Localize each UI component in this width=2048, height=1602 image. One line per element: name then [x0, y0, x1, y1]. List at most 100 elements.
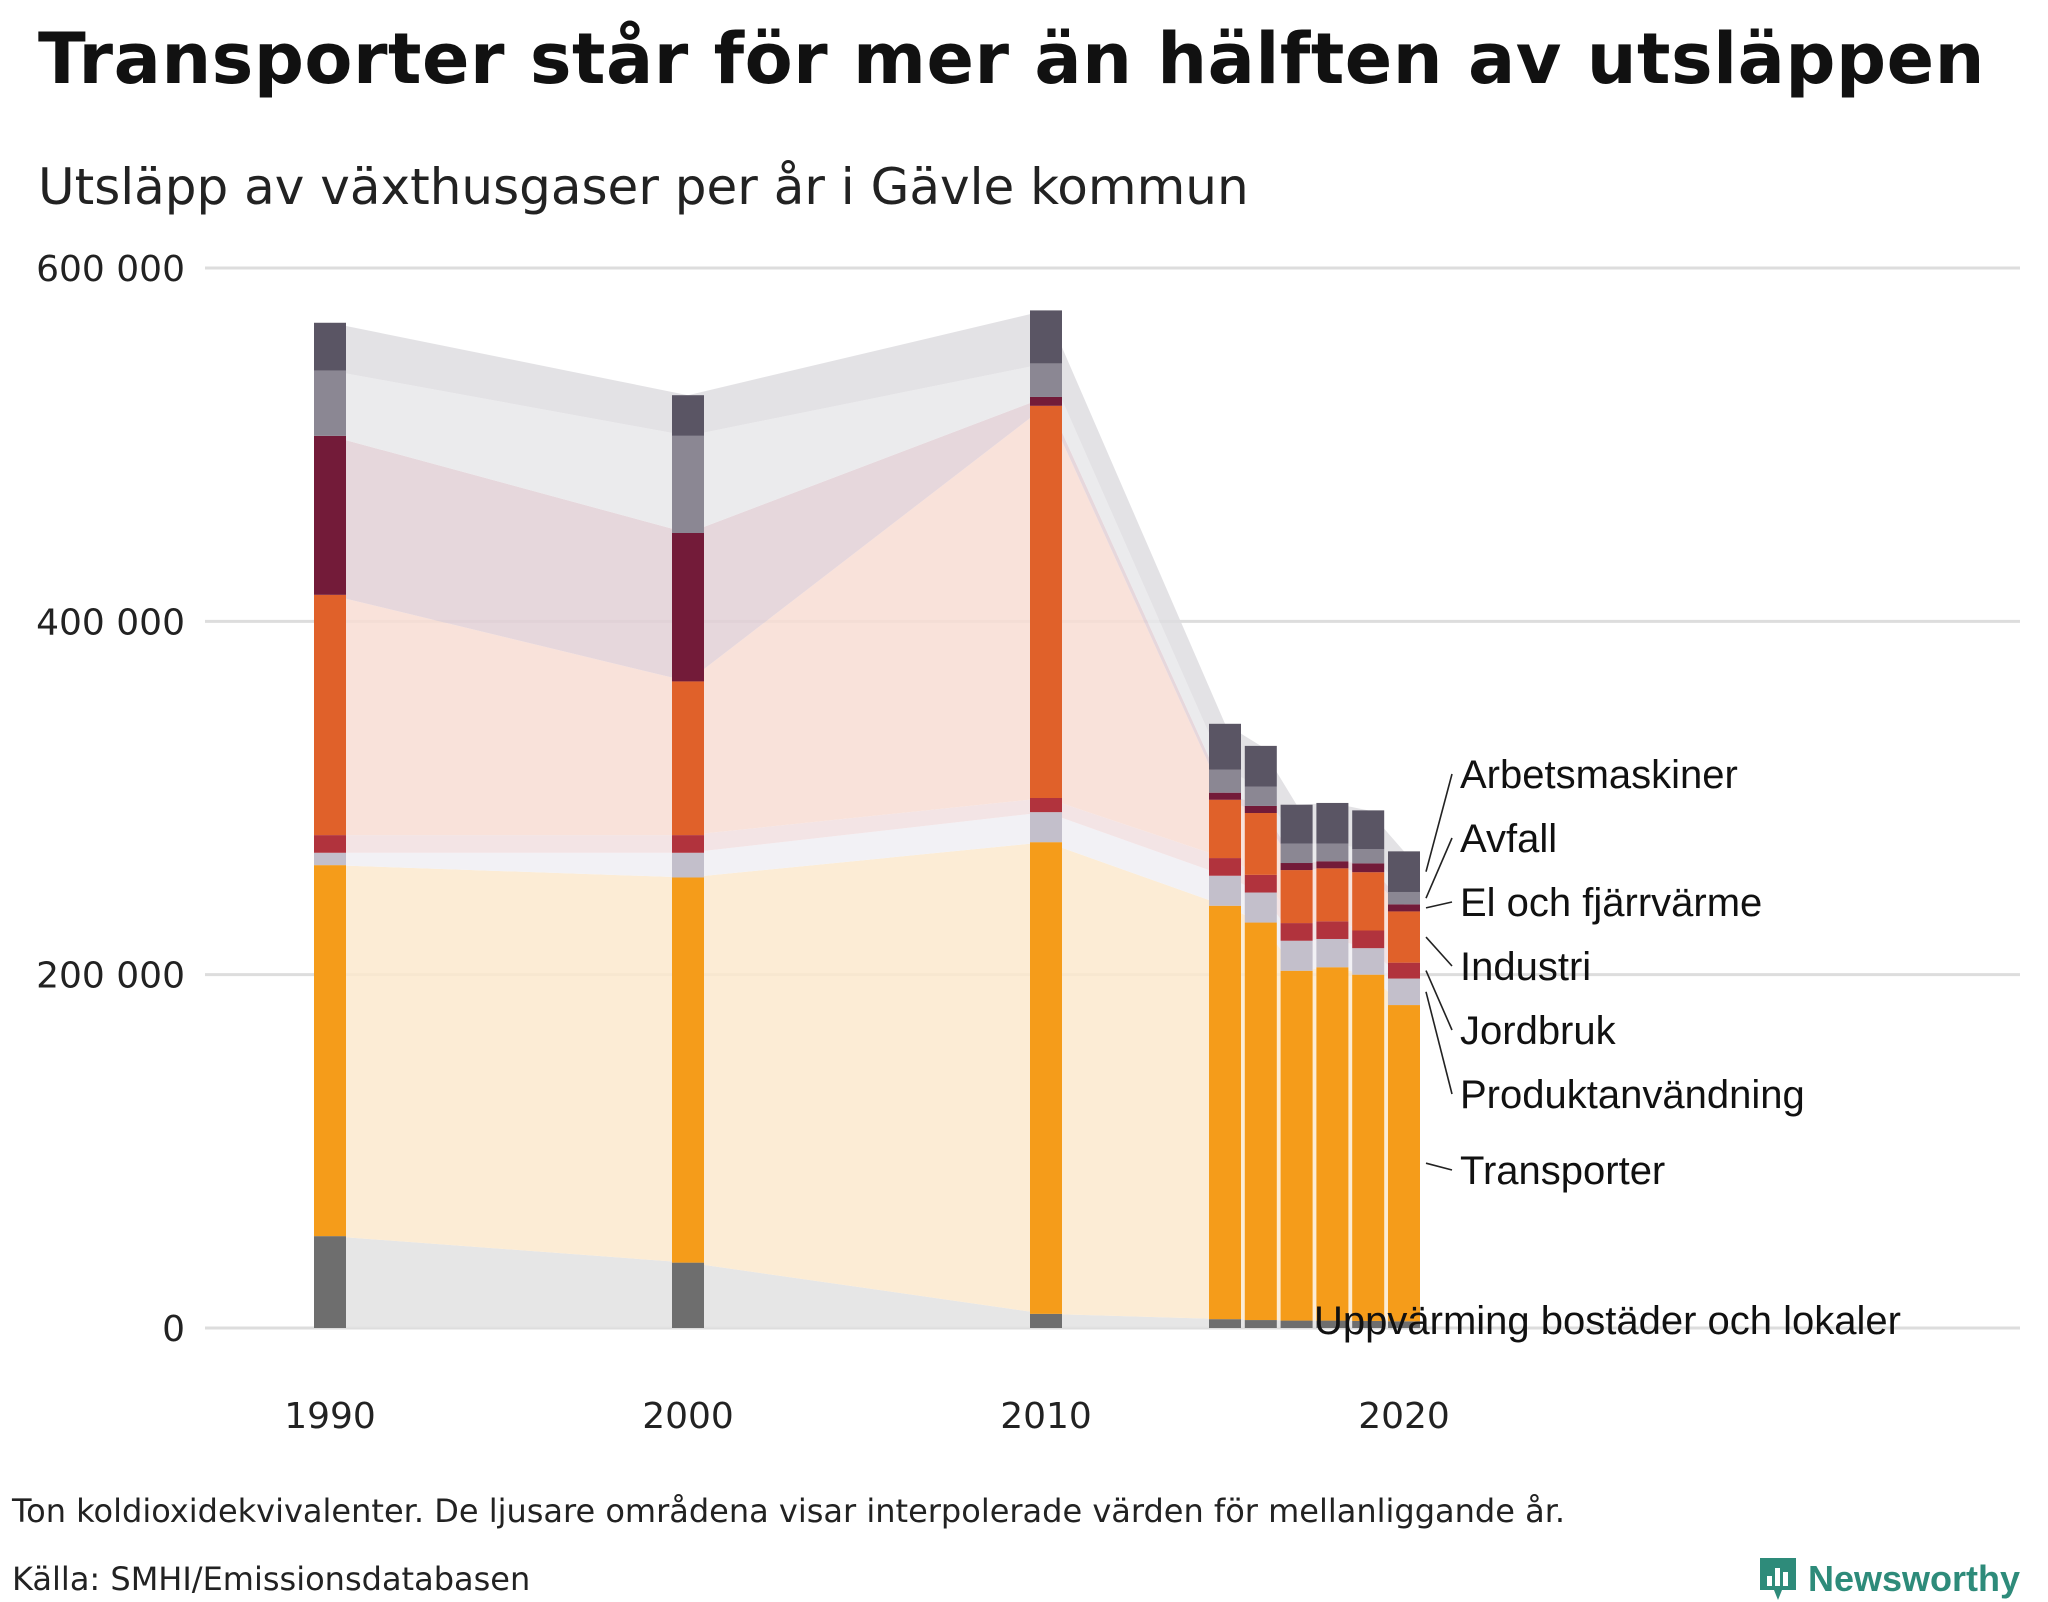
leader-line [1425, 936, 1453, 967]
bars [314, 310, 1420, 1328]
bar-segment [1316, 843, 1349, 862]
bar-segment [314, 435, 346, 595]
bar-segment [1316, 921, 1349, 939]
bar-segment [314, 835, 346, 853]
bar-segment [1280, 1320, 1313, 1328]
bar-segment [1280, 970, 1313, 1321]
bar-segment [1316, 938, 1349, 968]
stacked-bar-chart: 0 200 000 400 000 600 000 1990 2000 2010 2020 A… [36, 249, 2020, 1437]
newsworthy-logo: Newsworthy [1758, 1556, 2020, 1602]
series-label: Industri [1460, 945, 1591, 989]
bar-segment [1352, 872, 1385, 931]
bar-segment [1209, 905, 1241, 1320]
bar-segment [1280, 870, 1313, 924]
bar-segment [1244, 922, 1277, 1321]
bar-segment [1316, 1320, 1349, 1328]
area-2 [330, 812, 1404, 1006]
area-4 [330, 405, 1404, 963]
area-5 [330, 396, 1404, 912]
x-tick-label: 1990 [284, 1396, 376, 1437]
bar-segment [672, 1262, 704, 1328]
bar-segment [1030, 842, 1062, 1314]
series-label: El och fjärrvärme [1460, 881, 1762, 925]
bar-segment [1280, 804, 1313, 844]
area-3 [330, 798, 1404, 979]
bar-segment [672, 835, 704, 853]
chart-title: Transporter står för mer än hälften av u… [38, 18, 1985, 100]
series-label: Uppvärming bostäder och lokaler [1314, 1299, 1901, 1343]
bar-segment [1352, 930, 1385, 949]
interpolated-areas [330, 310, 1404, 1328]
bar-segment [314, 322, 346, 371]
bar-segment [1030, 363, 1062, 397]
area-1 [330, 842, 1404, 1322]
bar-segment [1388, 904, 1420, 912]
bar-segment [1030, 396, 1062, 406]
bar-segment [314, 852, 346, 866]
leader-line [1425, 1162, 1453, 1171]
bar-segment [1209, 723, 1241, 770]
bar-segment [1388, 851, 1420, 892]
brand-name: Newsworthy [1808, 1558, 2021, 1599]
bar-segment [1209, 858, 1241, 876]
bar-segment [314, 594, 346, 836]
bar-segment [1030, 310, 1062, 364]
bar-segment [1244, 874, 1277, 893]
leader-line [1425, 837, 1453, 899]
chart-note: Ton koldioxidekvivalenter. De ljusare om… [12, 1492, 1566, 1530]
bar-segment [1316, 861, 1349, 869]
series-label: Transporter [1460, 1149, 1665, 1193]
bar-segment [1209, 875, 1241, 906]
bar-segment [1316, 802, 1349, 844]
bar-segment [672, 395, 704, 436]
bar-segment [1209, 1319, 1241, 1328]
series-label: Avfall [1460, 817, 1557, 861]
bar-segment [1388, 1321, 1420, 1328]
bar-segment [1244, 892, 1277, 923]
bar-segment [1388, 1005, 1420, 1322]
x-tick-label: 2020 [1358, 1396, 1450, 1437]
bar-segment [1244, 813, 1277, 875]
bar-segment [1352, 974, 1385, 1321]
y-tick-label: 400 000 [36, 602, 185, 643]
bar-segment [672, 681, 704, 836]
bar-segment [1030, 1313, 1062, 1328]
bar-segment [1244, 786, 1277, 806]
axis-labels: 0 200 000 400 000 600 000 1990 2000 2010 2020 [36, 249, 1450, 1437]
bar-segment [1352, 948, 1385, 975]
bar-segment [1030, 798, 1062, 813]
y-tick-label: 200 000 [36, 956, 185, 997]
bar-segment [672, 533, 704, 682]
bar-segment [672, 852, 704, 878]
y-tick-label: 600 000 [36, 249, 185, 290]
area-0 [330, 1236, 1404, 1328]
series-label: Jordbruk [1460, 1009, 1617, 1053]
leader-line [1425, 991, 1453, 1095]
bar-segment [1209, 792, 1241, 800]
bar-segment [1280, 923, 1313, 941]
bar-segment [1388, 891, 1420, 905]
bar-segment [314, 370, 346, 436]
bar-segment [1280, 940, 1313, 971]
chart-source: Källa: SMHI/Emissionsdatabasen [12, 1560, 531, 1598]
bar-segment [672, 435, 704, 533]
chart-subtitle: Utsläpp av växthusgaser per år i Gävle k… [38, 158, 1249, 216]
bar-segment [1030, 405, 1062, 798]
series-label: Arbetsmaskiner [1460, 753, 1738, 797]
bar-segment [1244, 1320, 1277, 1328]
bar-segment [1209, 769, 1241, 793]
bar-segment [314, 865, 346, 1237]
x-tick-label: 2010 [1000, 1396, 1092, 1437]
bar-segment [672, 877, 704, 1263]
bar-segment [1209, 799, 1241, 859]
bar-segment [1388, 962, 1420, 979]
bar-segment [1030, 812, 1062, 843]
bar-segment [1244, 805, 1277, 814]
leader-line [1425, 773, 1453, 872]
bar-segment [1352, 1320, 1385, 1328]
bar-segment [1352, 810, 1385, 850]
leader-line [1425, 970, 1453, 1031]
y-tick-label: 0 [162, 1309, 185, 1350]
bar-segment [1280, 843, 1313, 864]
series-label: Produktanvändning [1460, 1073, 1805, 1117]
